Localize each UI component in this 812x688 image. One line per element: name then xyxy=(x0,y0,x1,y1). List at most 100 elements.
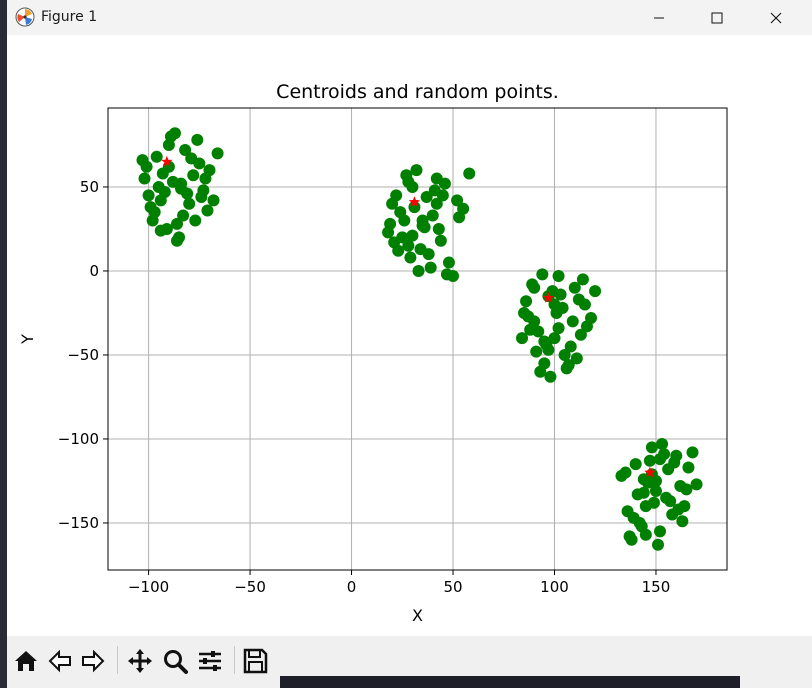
matplotlib-logo-icon xyxy=(15,7,35,27)
data-point xyxy=(674,480,687,492)
window-title: Figure 1 xyxy=(41,9,98,25)
data-point xyxy=(138,172,151,185)
data-point xyxy=(453,211,466,224)
data-point xyxy=(623,530,636,543)
x-axis-label: X xyxy=(412,606,423,625)
data-point xyxy=(560,362,573,375)
back-button[interactable] xyxy=(44,644,76,678)
chart-title: Centroids and random points. xyxy=(276,81,559,103)
y-tick-label: −50 xyxy=(67,346,99,364)
y-axis-label: Y xyxy=(18,334,37,345)
configure-icon xyxy=(199,651,221,671)
data-point xyxy=(522,310,535,323)
data-point xyxy=(166,175,179,188)
data-point xyxy=(414,243,427,256)
data-point xyxy=(432,222,445,235)
home-button[interactable] xyxy=(10,644,42,678)
data-point xyxy=(175,182,188,195)
save-icon xyxy=(243,648,268,674)
pan-icon xyxy=(128,649,152,673)
forward-icon xyxy=(82,649,105,673)
data-point xyxy=(384,217,397,230)
axes-frame xyxy=(107,107,728,571)
data-point xyxy=(430,197,443,210)
x-tick-label: −50 xyxy=(234,578,266,596)
data-point xyxy=(420,191,433,204)
minimize-button[interactable] xyxy=(630,0,688,35)
centroid-star-marker xyxy=(408,196,421,207)
data-point xyxy=(148,206,161,219)
close-button[interactable] xyxy=(747,0,805,35)
y-tick-label: 50 xyxy=(80,178,99,196)
data-point xyxy=(649,485,662,498)
scatter-plot: −100 −50 0 50 100 150 −150 −100 −50 0 50 Centroids… xyxy=(18,81,728,625)
data-point xyxy=(552,270,565,282)
data-point xyxy=(676,515,689,528)
data-point xyxy=(682,461,695,474)
data-point xyxy=(574,328,587,341)
data-point xyxy=(548,332,561,345)
maximize-icon xyxy=(711,12,723,23)
data-point xyxy=(150,150,163,163)
data-point xyxy=(179,144,192,156)
data-point xyxy=(195,191,208,204)
data-point xyxy=(168,127,181,140)
data-point xyxy=(402,239,415,252)
data-point xyxy=(686,446,699,459)
data-point xyxy=(424,261,437,274)
data-point xyxy=(463,167,476,180)
y-tick-label: 0 xyxy=(89,262,99,280)
data-point xyxy=(442,256,455,269)
data-point xyxy=(183,197,196,210)
data-point xyxy=(410,164,423,177)
zoom-button[interactable] xyxy=(159,644,191,678)
figure-canvas[interactable]: −100 −50 0 50 100 150 −150 −100 −50 0 50 Centroids… xyxy=(7,35,812,633)
title-bar: Figure 1 xyxy=(7,0,812,35)
configure-subplots-button[interactable] xyxy=(194,644,226,678)
data-point xyxy=(566,315,579,328)
data-point xyxy=(398,214,411,227)
centroid-star-marker xyxy=(161,155,173,167)
centroid-markers xyxy=(161,155,656,478)
pan-button[interactable] xyxy=(124,644,156,678)
data-point xyxy=(199,172,212,185)
data-point xyxy=(564,340,577,353)
forward-button[interactable] xyxy=(77,644,109,678)
data-point xyxy=(552,322,565,335)
data-point xyxy=(187,169,200,182)
data-point xyxy=(654,525,667,538)
data-points xyxy=(136,127,703,551)
data-point xyxy=(390,189,403,202)
close-icon xyxy=(770,12,782,23)
data-point xyxy=(451,194,464,207)
background-desktop xyxy=(0,0,7,688)
x-tick-label: −100 xyxy=(128,578,169,596)
data-point xyxy=(654,453,667,466)
data-point xyxy=(580,320,593,333)
data-point xyxy=(406,229,419,242)
data-point xyxy=(440,268,453,281)
data-point xyxy=(438,177,451,190)
data-point xyxy=(554,288,567,301)
x-tick-label: 0 xyxy=(347,578,357,596)
save-button[interactable] xyxy=(239,644,271,678)
data-point xyxy=(643,454,656,467)
data-point xyxy=(426,209,439,222)
data-point xyxy=(576,273,589,286)
data-point xyxy=(434,234,447,247)
back-icon xyxy=(48,649,71,673)
y-tick-label: −100 xyxy=(58,430,99,448)
data-point xyxy=(516,332,529,345)
x-tick-label: 100 xyxy=(540,578,569,596)
data-point xyxy=(171,234,184,247)
data-point xyxy=(678,500,691,513)
data-point xyxy=(412,264,425,277)
figure-window: Figure 1 −100 −50 0 50 100 150 −150 −100 −50 0 50 … xyxy=(7,0,812,688)
data-point xyxy=(629,458,642,471)
data-point xyxy=(152,180,165,193)
data-point xyxy=(171,217,184,230)
data-point xyxy=(189,214,202,227)
minimize-icon xyxy=(654,17,664,18)
maximize-button[interactable] xyxy=(688,0,746,35)
data-point xyxy=(570,352,583,365)
